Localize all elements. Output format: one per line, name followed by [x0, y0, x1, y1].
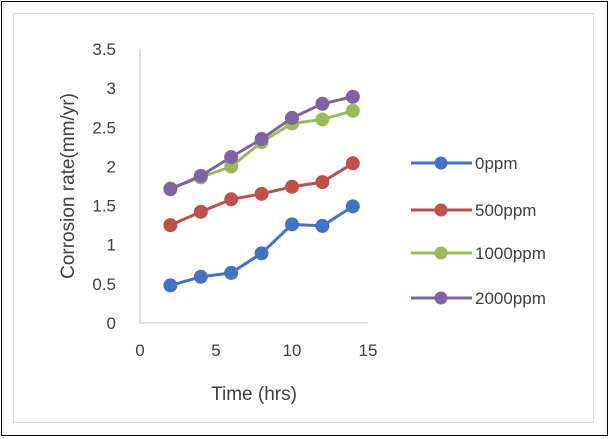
- data-point-0ppm: [193, 269, 208, 284]
- y-tick-labels: 0 0.5 1 1.5 2 2.5 3 3.5: [92, 40, 116, 333]
- y-axis-title: Corrosion rate(mm/yr): [58, 93, 79, 279]
- legend-label: 0ppm: [475, 154, 518, 173]
- data-point-2000ppm: [315, 96, 330, 111]
- data-point-500ppm: [315, 175, 330, 190]
- y-tick-label: 1: [107, 236, 116, 255]
- legend-item-500ppm: 500ppm: [411, 201, 536, 220]
- data-point-0ppm: [285, 217, 299, 232]
- data-point-2000ppm: [285, 110, 299, 125]
- chart-area: [13, 13, 594, 423]
- x-tick-label: 15: [359, 341, 378, 360]
- legend-label: 2000ppm: [475, 289, 546, 308]
- legend-label: 1000ppm: [475, 244, 546, 263]
- data-point-2000ppm: [193, 168, 208, 183]
- data-point-1000ppm: [345, 103, 360, 118]
- data-point-2000ppm: [163, 182, 178, 197]
- y-tick-label: 3: [107, 79, 116, 98]
- series-2000ppm: [163, 89, 360, 197]
- y-tick-label: 2: [107, 157, 116, 176]
- series-0ppm: [163, 199, 360, 293]
- legend-item-1000ppm: 1000ppm: [411, 244, 546, 263]
- x-tick-label: 10: [283, 341, 302, 360]
- data-point-2000ppm: [254, 132, 269, 147]
- data-point-500ppm: [285, 179, 299, 194]
- data-point-0ppm: [224, 265, 239, 280]
- data-point-0ppm: [163, 278, 178, 293]
- y-tick-label: 3.5: [92, 40, 116, 59]
- axes: [139, 49, 368, 324]
- data-point-2000ppm: [224, 150, 239, 165]
- x-tick-label: 5: [211, 341, 220, 360]
- x-tick-label: 0: [135, 341, 144, 360]
- data-point-500ppm: [345, 156, 360, 171]
- series-1000ppm: [163, 103, 360, 196]
- data-point-500ppm: [193, 204, 208, 219]
- data-point-0ppm: [254, 246, 269, 261]
- series-layer: [163, 89, 360, 293]
- data-point-500ppm: [224, 192, 239, 207]
- y-tick-label: 2.5: [92, 118, 116, 137]
- data-point-0ppm: [345, 199, 360, 214]
- y-tick-label: 0: [107, 314, 116, 333]
- data-point-2000ppm: [345, 89, 360, 104]
- legend-marker: [434, 246, 448, 260]
- data-point-1000ppm: [315, 112, 330, 127]
- y-tick-label: 0.5: [92, 275, 116, 294]
- data-point-500ppm: [163, 218, 178, 233]
- legend-marker: [434, 156, 448, 170]
- legend-item-0ppm: 0ppm: [411, 154, 518, 173]
- data-point-0ppm: [315, 218, 330, 233]
- legend-marker: [434, 291, 448, 305]
- x-axis-title: Time (hrs): [211, 384, 297, 405]
- legend-marker: [434, 203, 448, 217]
- legend: 0ppm 500ppm 1000ppm 2000ppm: [411, 154, 546, 308]
- data-point-500ppm: [254, 186, 269, 201]
- series-500ppm: [163, 156, 360, 233]
- legend-item-2000ppm: 2000ppm: [411, 289, 546, 308]
- y-tick-label: 1.5: [92, 197, 116, 216]
- x-tick-labels: 0 5 10 15: [135, 341, 377, 360]
- legend-label: 500ppm: [475, 201, 536, 220]
